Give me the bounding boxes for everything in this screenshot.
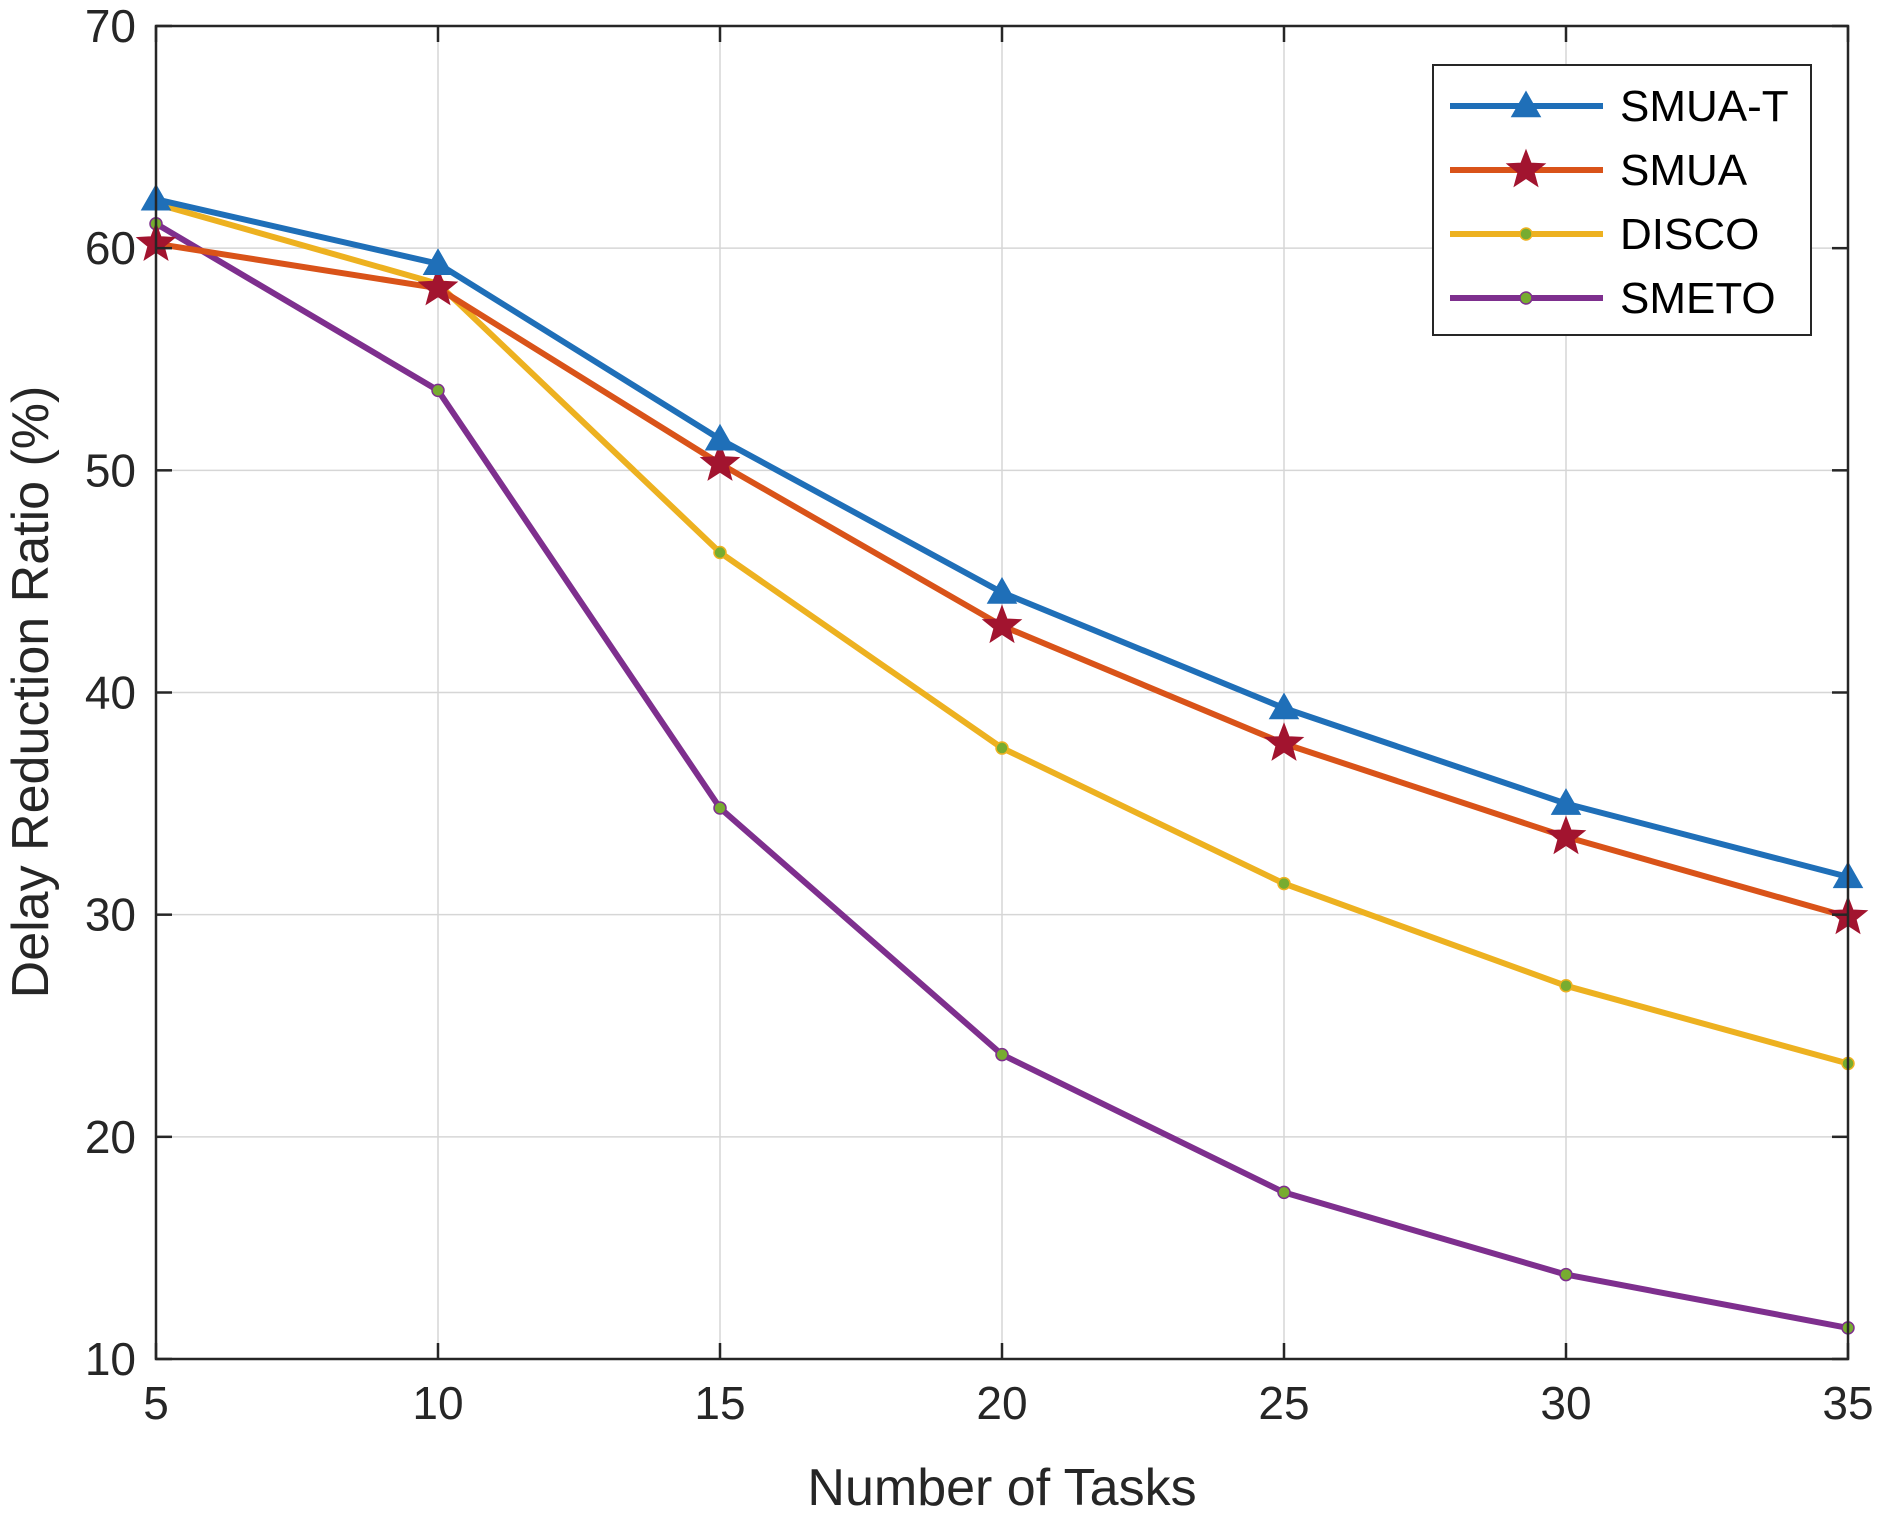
legend-marker-smua-t [1510, 90, 1542, 118]
x-axis-title: Number of Tasks [807, 1459, 1196, 1516]
data-point-disco [713, 545, 727, 560]
data-point-smeto [1559, 1267, 1573, 1282]
data-point-smua-t [986, 577, 1018, 604]
data-point-smua-t [1268, 692, 1300, 720]
data-series [135, 183, 1869, 1335]
data-point-smua [1545, 815, 1587, 855]
y-tick-label: 50 [85, 444, 136, 496]
y-tick-label: 60 [85, 222, 136, 274]
series-smeto [149, 216, 1855, 1335]
data-point-smua-t [704, 423, 736, 451]
data-point-smeto [431, 383, 445, 398]
x-tick-label: 25 [1258, 1377, 1309, 1429]
legend-label-smua-t: SMUA-T [1620, 82, 1789, 131]
legend-marker-disco [1519, 227, 1533, 241]
data-point-smua-t [1550, 788, 1582, 815]
data-point-smua [699, 442, 741, 481]
x-tick-label: 10 [412, 1377, 463, 1429]
x-tick-label: 20 [976, 1377, 1027, 1429]
legend-label-smeto: SMETO [1620, 274, 1776, 323]
y-axis-title: Delay Reduction Ratio (%) [2, 386, 60, 999]
legend-box [1432, 64, 1812, 336]
x-tick-label: 30 [1540, 1377, 1591, 1429]
y-tick-label: 10 [85, 1333, 136, 1385]
x-tick-label: 35 [1822, 1377, 1873, 1429]
data-point-disco [995, 741, 1009, 755]
y-tick-label: 20 [85, 1111, 136, 1163]
x-tick-label: 15 [694, 1377, 745, 1429]
data-point-smeto [1277, 1185, 1291, 1200]
legend: SMUA-T SMUA DISCO SMETO [1432, 64, 1812, 336]
data-point-smua [981, 604, 1023, 644]
data-point-smua [417, 266, 459, 306]
data-point-smua-t [422, 248, 454, 275]
y-tick-label: 70 [85, 0, 136, 52]
legend-label-smua: SMUA [1620, 146, 1748, 195]
legend-label-disco: DISCO [1620, 210, 1759, 259]
data-point-smeto [713, 801, 727, 815]
y-tick-label: 40 [85, 667, 136, 719]
x-tick-label: 5 [143, 1377, 169, 1429]
data-point-smeto [995, 1047, 1009, 1062]
legend-marker-smeto [1519, 291, 1533, 305]
data-point-disco [1559, 979, 1573, 993]
legend-marker-smua [1505, 148, 1547, 188]
data-point-disco [1277, 876, 1291, 891]
y-tick-label: 30 [85, 889, 136, 941]
data-point-smua [1263, 722, 1305, 761]
